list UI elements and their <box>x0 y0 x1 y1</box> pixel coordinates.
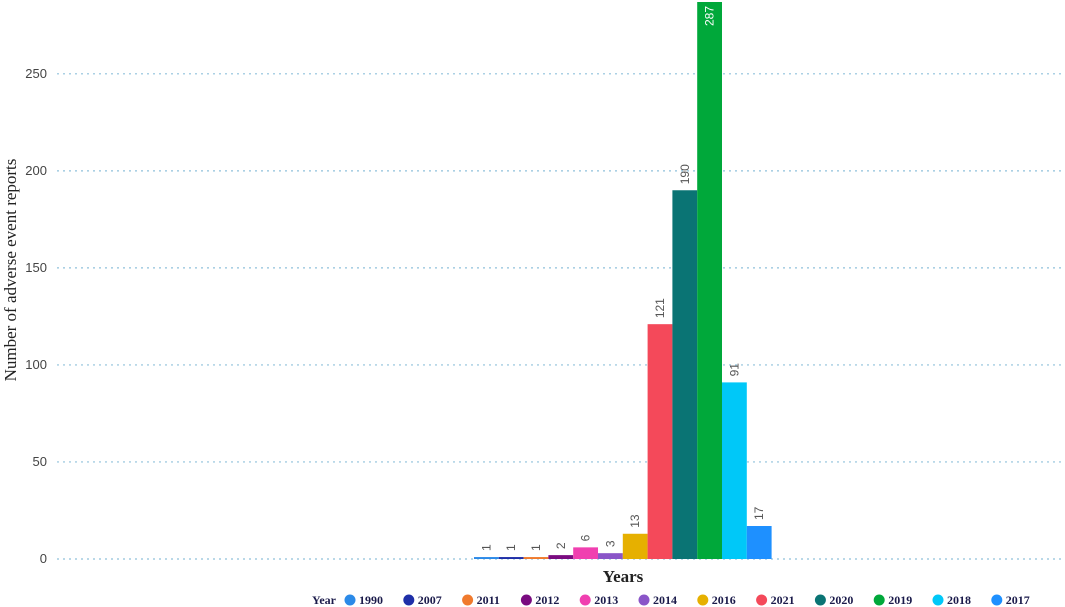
data-label: 190 <box>678 164 692 184</box>
legend-item: 2013 <box>579 593 618 607</box>
bar <box>573 547 598 559</box>
x-axis-title: Years <box>603 567 644 586</box>
y-tick-label: 150 <box>25 260 47 275</box>
data-label: 17 <box>752 506 766 520</box>
legend-label: 2007 <box>418 593 442 607</box>
bar <box>672 190 698 560</box>
y-tick-label: 50 <box>33 454 47 469</box>
data-label: 6 <box>579 534 593 541</box>
bar <box>498 557 524 559</box>
legend-item: 1990 <box>344 593 383 607</box>
legend-swatch <box>344 594 356 606</box>
data-label: 91 <box>727 363 741 377</box>
y-tick-label: 100 <box>25 357 47 372</box>
bar <box>746 526 772 559</box>
legend-item: 2019 <box>873 593 912 607</box>
y-axis-title: Number of adverse event reports <box>1 159 20 382</box>
legend-swatch <box>579 594 591 606</box>
y-tick-label: 250 <box>25 66 47 81</box>
legend-item: 2012 <box>520 593 559 607</box>
bar <box>722 382 747 559</box>
y-tick-label: 200 <box>25 163 47 178</box>
data-label: 3 <box>603 540 617 547</box>
legend: Year 1990 2007 2011 2012 2013 2014 2016 2021 202… <box>312 593 1030 607</box>
legend-item: 2011 <box>462 593 500 607</box>
bar <box>622 533 648 559</box>
legend-item: 2014 <box>638 593 677 607</box>
legend-swatch <box>814 594 826 606</box>
bar <box>548 555 574 559</box>
legend-swatch <box>697 594 709 606</box>
data-label: 287 <box>703 6 717 26</box>
legend-label: 2019 <box>888 593 912 607</box>
legend-label: 2020 <box>829 593 853 607</box>
legend-label: 2012 <box>535 593 559 607</box>
legend-label: 2017 <box>1006 593 1030 607</box>
y-tick-label: 0 <box>40 551 47 566</box>
bar <box>647 324 673 559</box>
legend-label: 2021 <box>771 593 795 607</box>
data-label: 1 <box>479 544 493 551</box>
legend-label: 1990 <box>359 593 383 607</box>
legend-item: 2017 <box>991 593 1030 607</box>
legend-item: 2020 <box>814 593 853 607</box>
bars <box>474 2 772 560</box>
y-axis-ticks: 0 50 100 150 200 250 <box>25 66 47 566</box>
legend-swatch <box>638 594 650 606</box>
bar <box>697 2 722 559</box>
legend-item: 2016 <box>697 593 736 607</box>
legend-label: 2011 <box>477 593 500 607</box>
legend-swatch <box>873 594 885 606</box>
bar <box>523 557 549 559</box>
bar <box>598 553 623 559</box>
legend-item: 2007 <box>403 593 442 607</box>
legend-swatch <box>756 594 768 606</box>
data-labels: 1 1 1 2 6 3 13 121 190 287 91 17 <box>479 6 766 551</box>
grid-lines <box>57 73 1065 560</box>
legend-swatch <box>462 594 474 606</box>
data-label: 121 <box>653 298 667 318</box>
legend-swatch <box>932 594 944 606</box>
legend-swatch <box>403 594 415 606</box>
legend-label: 2018 <box>947 593 971 607</box>
legend-title: Year <box>312 593 337 607</box>
legend-swatch <box>991 594 1003 606</box>
legend-item: 2021 <box>756 593 795 607</box>
legend-label: 2013 <box>594 593 618 607</box>
data-label: 2 <box>554 542 568 549</box>
legend-label: 2014 <box>653 593 677 607</box>
legend-items: 1990 2007 2011 2012 2013 2014 2016 2021 2020 2019… <box>344 593 1030 607</box>
legend-label: 2016 <box>712 593 736 607</box>
legend-swatch <box>520 594 532 606</box>
bar <box>474 557 499 559</box>
data-label: 13 <box>628 514 642 528</box>
data-label: 1 <box>529 544 543 551</box>
legend-item: 2018 <box>932 593 971 607</box>
data-label: 1 <box>504 544 518 551</box>
